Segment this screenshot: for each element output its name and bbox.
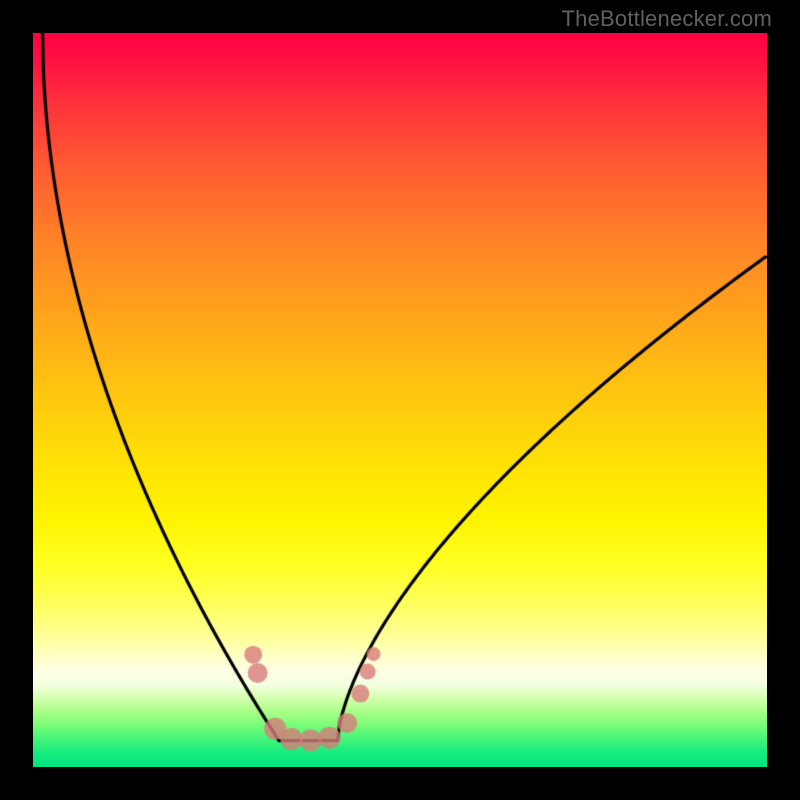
stage: TheBottlenecker.com [0, 0, 800, 800]
plot-area [33, 33, 767, 767]
dots-layer [33, 33, 767, 767]
watermark-text: TheBottlenecker.com [562, 6, 772, 32]
